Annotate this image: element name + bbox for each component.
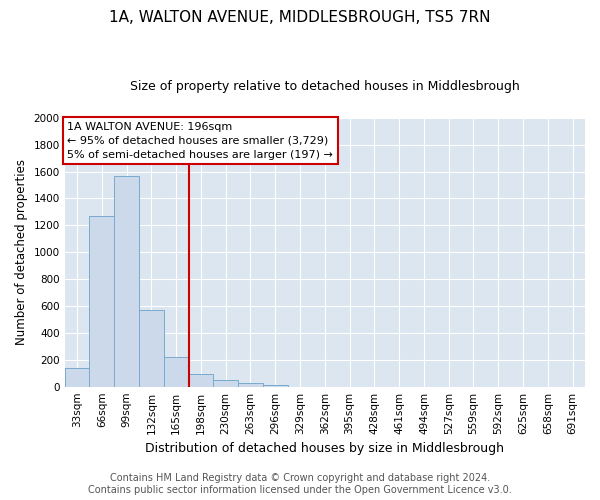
Bar [89, 216, 114, 386]
Bar [238, 382, 263, 386]
Bar [164, 357, 188, 386]
Text: 1A WALTON AVENUE: 196sqm
← 95% of detached houses are smaller (3,729)
5% of semi: 1A WALTON AVENUE: 196sqm ← 95% of detach… [67, 122, 333, 160]
Bar [188, 374, 214, 386]
Bar [65, 368, 89, 386]
Bar [139, 310, 164, 386]
Bar [214, 380, 238, 386]
X-axis label: Distribution of detached houses by size in Middlesbrough: Distribution of detached houses by size … [145, 442, 505, 455]
Y-axis label: Number of detached properties: Number of detached properties [15, 159, 28, 345]
Text: Contains HM Land Registry data © Crown copyright and database right 2024.
Contai: Contains HM Land Registry data © Crown c… [88, 474, 512, 495]
Text: 1A, WALTON AVENUE, MIDDLESBROUGH, TS5 7RN: 1A, WALTON AVENUE, MIDDLESBROUGH, TS5 7R… [109, 10, 491, 25]
Bar [263, 384, 287, 386]
Bar [114, 176, 139, 386]
Title: Size of property relative to detached houses in Middlesbrough: Size of property relative to detached ho… [130, 80, 520, 93]
